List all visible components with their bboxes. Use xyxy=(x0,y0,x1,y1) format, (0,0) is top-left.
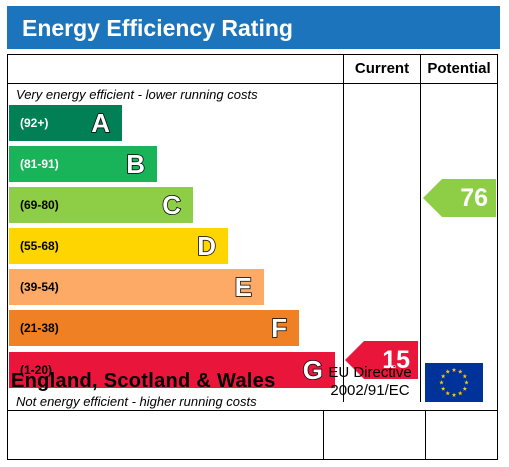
potential-arrow-shape xyxy=(423,179,496,217)
current-column-divider xyxy=(343,55,344,402)
band-range: (1-20) xyxy=(20,363,53,377)
band-range: (55-68) xyxy=(20,239,59,253)
band-letter: A xyxy=(90,107,110,139)
rating-panel: Current Potential Very energy efficient … xyxy=(7,54,498,460)
current-rating-value: 15 xyxy=(382,346,410,374)
eu-star-icon xyxy=(451,392,457,397)
footer-separator-left xyxy=(323,410,324,459)
band-range: (69-80) xyxy=(20,198,59,212)
eu-star-icon xyxy=(439,380,444,385)
eu-flag-icon xyxy=(425,363,483,402)
current-column-header: Current xyxy=(354,60,410,77)
band-letter: F xyxy=(270,312,287,344)
directive-line2: 2002/91/EC xyxy=(330,382,410,399)
band-b: (81-91) B xyxy=(9,146,157,182)
band-range: (81-91) xyxy=(20,157,59,171)
directive-line1: EU Directive xyxy=(328,364,412,381)
band-g: (1-20) G xyxy=(9,352,335,388)
potential-column-header: Potential xyxy=(427,60,491,77)
bottom-caption: Not energy efficient - higher running co… xyxy=(16,394,257,409)
band-letter: D xyxy=(196,230,216,262)
potential-rating-value: 76 xyxy=(460,184,488,212)
eu-star-icon xyxy=(445,390,451,396)
eu-star-icon xyxy=(457,390,463,396)
potential-column-divider xyxy=(420,55,421,402)
band-f: (21-38) F xyxy=(9,310,299,346)
band-d: (55-68) D xyxy=(9,228,228,264)
eu-star-icon xyxy=(451,367,457,372)
band-range: (39-54) xyxy=(20,280,59,294)
current-rating-arrow: 15 xyxy=(345,341,418,379)
band-letter: G xyxy=(302,354,324,386)
eu-star-icon xyxy=(440,373,446,379)
page-title: Energy Efficiency Rating xyxy=(22,15,293,41)
eu-star-icon xyxy=(440,386,446,391)
eu-directive: EU Directive 2002/91/EC xyxy=(318,364,422,400)
eu-star-icon xyxy=(457,369,463,374)
band-letter: B xyxy=(125,148,145,180)
band-letter: C xyxy=(161,189,181,221)
potential-rating-arrow: 76 xyxy=(423,179,496,217)
header-bar: Energy Efficiency Rating xyxy=(7,6,500,49)
band-letter: E xyxy=(234,271,253,303)
region-label: England, Scotland & Wales xyxy=(11,370,276,392)
footer-divider xyxy=(8,410,497,411)
band-a: (92+) A xyxy=(9,105,122,141)
eu-star-icon xyxy=(462,373,468,379)
band-range: (92+) xyxy=(20,116,49,130)
band-e: (39-54) E xyxy=(9,269,264,305)
eu-star-icon xyxy=(462,386,468,391)
column-header-divider xyxy=(8,83,497,84)
eu-star-icon xyxy=(464,380,469,385)
top-caption: Very energy efficient - lower running co… xyxy=(16,87,258,102)
band-range: (21-38) xyxy=(20,321,59,335)
band-c: (69-80) C xyxy=(9,187,193,223)
footer-separator-right xyxy=(425,410,426,459)
eu-star-icon xyxy=(445,369,451,374)
current-arrow-shape xyxy=(345,341,418,379)
